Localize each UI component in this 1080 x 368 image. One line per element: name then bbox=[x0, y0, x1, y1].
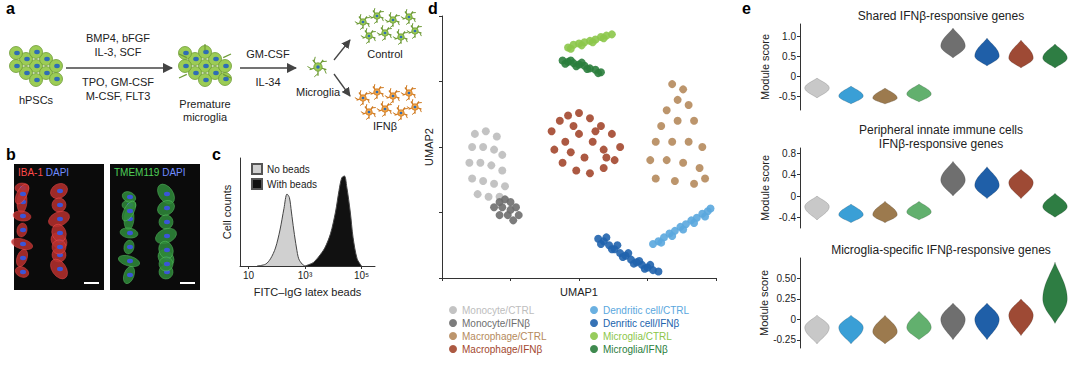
svg-text:Microglia/CTRL: Microglia/CTRL bbox=[603, 331, 672, 342]
svg-text:UMAP1: UMAP1 bbox=[560, 286, 598, 298]
svg-text:Cell counts: Cell counts bbox=[221, 184, 233, 239]
svg-text:Monocyte/IFNβ: Monocyte/IFNβ bbox=[462, 318, 530, 329]
svg-text:IL-3, SCF: IL-3, SCF bbox=[94, 46, 141, 58]
svg-text:UMAP2: UMAP2 bbox=[423, 128, 435, 166]
svg-text:Microglia-specific IFNβ-respon: Microglia-specific IFNβ-responsive genes bbox=[831, 243, 1051, 257]
svg-text:Dendritic cell/CTRL: Dendritic cell/CTRL bbox=[603, 305, 690, 316]
svg-text:IL-34: IL-34 bbox=[255, 76, 280, 88]
svg-text:TPO, GM-CSF: TPO, GM-CSF bbox=[82, 76, 154, 88]
svg-text:Shared IFNβ-responsive genes: Shared IFNβ-responsive genes bbox=[858, 9, 1024, 23]
svg-text:BMP4, bFGF: BMP4, bFGF bbox=[86, 32, 150, 44]
svg-text:0: 0 bbox=[790, 314, 796, 325]
svg-text:GM-CSF: GM-CSF bbox=[246, 48, 290, 60]
svg-text:FITC–IgG latex beads: FITC–IgG latex beads bbox=[254, 286, 362, 298]
svg-text:Microglia/IFNβ: Microglia/IFNβ bbox=[603, 344, 668, 355]
svg-text:1.0: 1.0 bbox=[782, 31, 796, 42]
svg-text:TMEM119 DAPI: TMEM119 DAPI bbox=[114, 167, 186, 178]
svg-text:Peripheral innate immune cells: Peripheral innate immune cells bbox=[859, 123, 1023, 137]
svg-text:a: a bbox=[6, 0, 15, 17]
svg-text:Premature: Premature bbox=[179, 98, 230, 110]
svg-text:0: 0 bbox=[790, 191, 796, 202]
svg-text:Monocyte/CTRL: Monocyte/CTRL bbox=[462, 305, 535, 316]
svg-text:0.50: 0.50 bbox=[777, 273, 797, 284]
svg-text:0.25: 0.25 bbox=[777, 293, 797, 304]
svg-text:b: b bbox=[6, 146, 16, 163]
svg-text:0: 0 bbox=[790, 71, 796, 82]
svg-text:10⁵: 10⁵ bbox=[354, 270, 369, 281]
svg-text:microglia: microglia bbox=[183, 111, 228, 123]
svg-text:0.5: 0.5 bbox=[782, 51, 796, 62]
svg-text:e: e bbox=[742, 0, 751, 17]
svg-text:IBA-1 DAPI: IBA-1 DAPI bbox=[18, 167, 69, 178]
svg-text:hPSCs: hPSCs bbox=[19, 94, 54, 106]
svg-text:-0.25: -0.25 bbox=[773, 334, 796, 345]
svg-text:d: d bbox=[428, 0, 438, 17]
svg-text:c: c bbox=[212, 146, 221, 163]
svg-text:-0.4: -0.4 bbox=[779, 212, 797, 223]
svg-text:10³: 10³ bbox=[298, 270, 313, 281]
svg-text:0.8: 0.8 bbox=[782, 148, 796, 159]
svg-text:Macrophage/IFNβ: Macrophage/IFNβ bbox=[462, 344, 542, 355]
svg-text:Module score: Module score bbox=[758, 270, 770, 336]
svg-text:No beads: No beads bbox=[267, 164, 310, 175]
svg-text:-0.5: -0.5 bbox=[779, 91, 797, 102]
svg-text:10: 10 bbox=[243, 270, 255, 281]
svg-text:Macrophage/CTRL: Macrophage/CTRL bbox=[462, 331, 547, 342]
svg-text:With beads: With beads bbox=[267, 179, 317, 190]
svg-text:IFNβ-responsive genes: IFNβ-responsive genes bbox=[879, 137, 1003, 151]
svg-text:0.4: 0.4 bbox=[782, 169, 796, 180]
svg-text:IFNβ: IFNβ bbox=[373, 120, 397, 132]
svg-text:Microglia: Microglia bbox=[296, 86, 341, 98]
svg-text:Control: Control bbox=[367, 48, 402, 60]
svg-text:M-CSF, FLT3: M-CSF, FLT3 bbox=[86, 90, 151, 102]
svg-text:Module score: Module score bbox=[759, 155, 771, 221]
svg-text:Module score: Module score bbox=[759, 34, 771, 100]
svg-text:Denritic cell/IFNβ: Denritic cell/IFNβ bbox=[603, 318, 680, 329]
